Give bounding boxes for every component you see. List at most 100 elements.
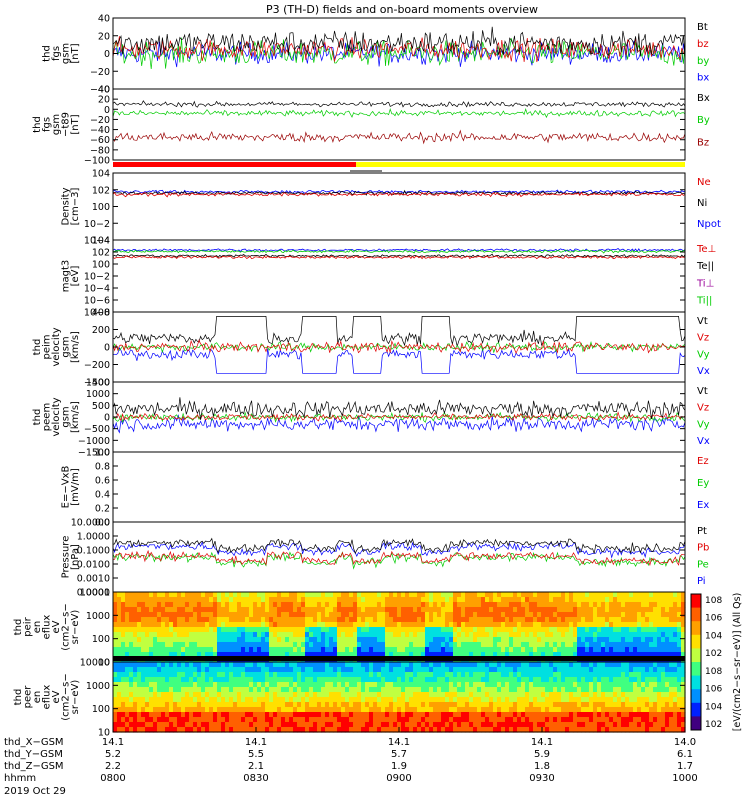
- spectrogram-cell: [593, 727, 598, 733]
- spectrogram-cell: [237, 602, 242, 608]
- spectrogram-cell: [561, 717, 566, 723]
- spectrogram-cell: [621, 647, 626, 653]
- series-line: [112, 346, 686, 374]
- spectrogram-cell: [585, 612, 590, 618]
- spectrogram-cell: [529, 622, 534, 628]
- spectrogram-cell: [229, 692, 234, 698]
- spectrogram-cell: [149, 662, 154, 668]
- spectrogram-cell: [473, 637, 478, 643]
- spectrogram-cell: [117, 647, 122, 653]
- spectrogram-cell: [425, 687, 430, 693]
- spectrogram-cell: [137, 692, 142, 698]
- spectrogram-cell: [513, 622, 518, 628]
- spectrogram-cell: [589, 612, 594, 618]
- spectrogram-cell: [597, 632, 602, 638]
- spectrogram-cell: [617, 707, 622, 713]
- spectrogram-cell: [557, 627, 562, 633]
- spectrogram-cell: [489, 617, 494, 623]
- spectrogram-cell: [441, 662, 446, 668]
- spectrogram-cell: [133, 627, 138, 633]
- spectrogram-cell: [289, 667, 294, 673]
- spectrogram-cell: [273, 622, 278, 628]
- spectrogram-cell: [445, 662, 450, 668]
- spectrogram-cell: [233, 612, 238, 618]
- y-tick-label: 10−4: [84, 284, 110, 295]
- spectrogram-cell: [225, 717, 230, 723]
- spectrogram-cell: [533, 632, 538, 638]
- spectrogram-cell: [113, 597, 118, 603]
- spectrogram-cell: [437, 697, 442, 703]
- spectrogram-cell: [393, 677, 398, 683]
- spectrogram-cell: [133, 597, 138, 603]
- spectrogram-cell: [433, 707, 438, 713]
- spectrogram-cell: [581, 702, 586, 708]
- spectrogram-cell: [261, 622, 266, 628]
- spectrogram-cell: [389, 667, 394, 673]
- spectrogram-cell: [201, 692, 206, 698]
- spectrogram-cell: [369, 727, 374, 733]
- spectrogram-cell: [189, 702, 194, 708]
- spectrogram-cell: [205, 687, 210, 693]
- spectrogram-cell: [649, 712, 654, 718]
- spectrogram-cell: [369, 687, 374, 693]
- spectrogram-cell: [149, 722, 154, 728]
- spectrogram-cell: [413, 697, 418, 703]
- spectrogram-cell: [325, 607, 330, 613]
- spectrogram-cell: [661, 632, 666, 638]
- spectrogram-cell: [617, 622, 622, 628]
- spectrogram-cell: [393, 667, 398, 673]
- y-axis-label: gsm: [51, 114, 62, 135]
- spectrogram-cell: [517, 617, 522, 623]
- spectrogram-cell: [465, 637, 470, 643]
- spectrogram-cell: [453, 647, 458, 653]
- spectrogram-cell: [669, 722, 674, 728]
- y-tick-label: 100: [92, 634, 110, 645]
- spectrogram-cell: [541, 592, 546, 598]
- spectrogram-cell: [553, 682, 558, 688]
- spectrogram-cell: [493, 662, 498, 668]
- spectrogram-cell: [125, 727, 130, 733]
- spectrogram-cell: [253, 627, 258, 633]
- spectrogram-cell: [497, 622, 502, 628]
- spectrogram-cell: [609, 727, 614, 733]
- spectrogram-cell: [345, 617, 350, 623]
- spectrogram-cell: [625, 662, 630, 668]
- spectrogram-cell: [641, 677, 646, 683]
- spectrogram-cell: [205, 662, 210, 668]
- spectrogram-cell: [341, 647, 346, 653]
- spectrogram-cell: [333, 647, 338, 653]
- spectrogram-cell: [413, 702, 418, 708]
- spectrogram-cell: [589, 682, 594, 688]
- spectrogram-cell: [449, 717, 454, 723]
- spectrogram-cell: [501, 607, 506, 613]
- spectrogram-cell: [225, 637, 230, 643]
- spectrogram-cell: [181, 687, 186, 693]
- spectrogram-cell: [317, 697, 322, 703]
- spectrogram-cell: [561, 647, 566, 653]
- spectrogram-cell: [485, 612, 490, 618]
- spectrogram-cell: [257, 602, 262, 608]
- spectrogram-cell: [169, 672, 174, 678]
- spectrogram-cell: [477, 682, 482, 688]
- spectrogram-cell: [233, 687, 238, 693]
- spectrogram-cell: [509, 722, 514, 728]
- spectrogram-cell: [633, 682, 638, 688]
- spectrogram-cell: [565, 642, 570, 648]
- spectrogram-cell: [209, 602, 214, 608]
- spectrogram-cell: [249, 707, 254, 713]
- spectrogram-cell: [645, 612, 650, 618]
- spectrogram-cell: [453, 672, 458, 678]
- spectrogram-cell: [453, 702, 458, 708]
- spectrogram-cell: [645, 602, 650, 608]
- spectrogram-cell: [353, 607, 358, 613]
- spectrogram-cell: [241, 662, 246, 668]
- spectrogram-cell: [437, 707, 442, 713]
- spectrogram-cell: [261, 617, 266, 623]
- spectrogram-cell: [337, 627, 342, 633]
- spectrogram-cell: [377, 642, 382, 648]
- spectrogram-cell: [265, 712, 270, 718]
- spectrogram-cell: [625, 727, 630, 733]
- spectrogram-cell: [321, 632, 326, 638]
- spectrogram-cell: [285, 662, 290, 668]
- spectrogram-cell: [353, 697, 358, 703]
